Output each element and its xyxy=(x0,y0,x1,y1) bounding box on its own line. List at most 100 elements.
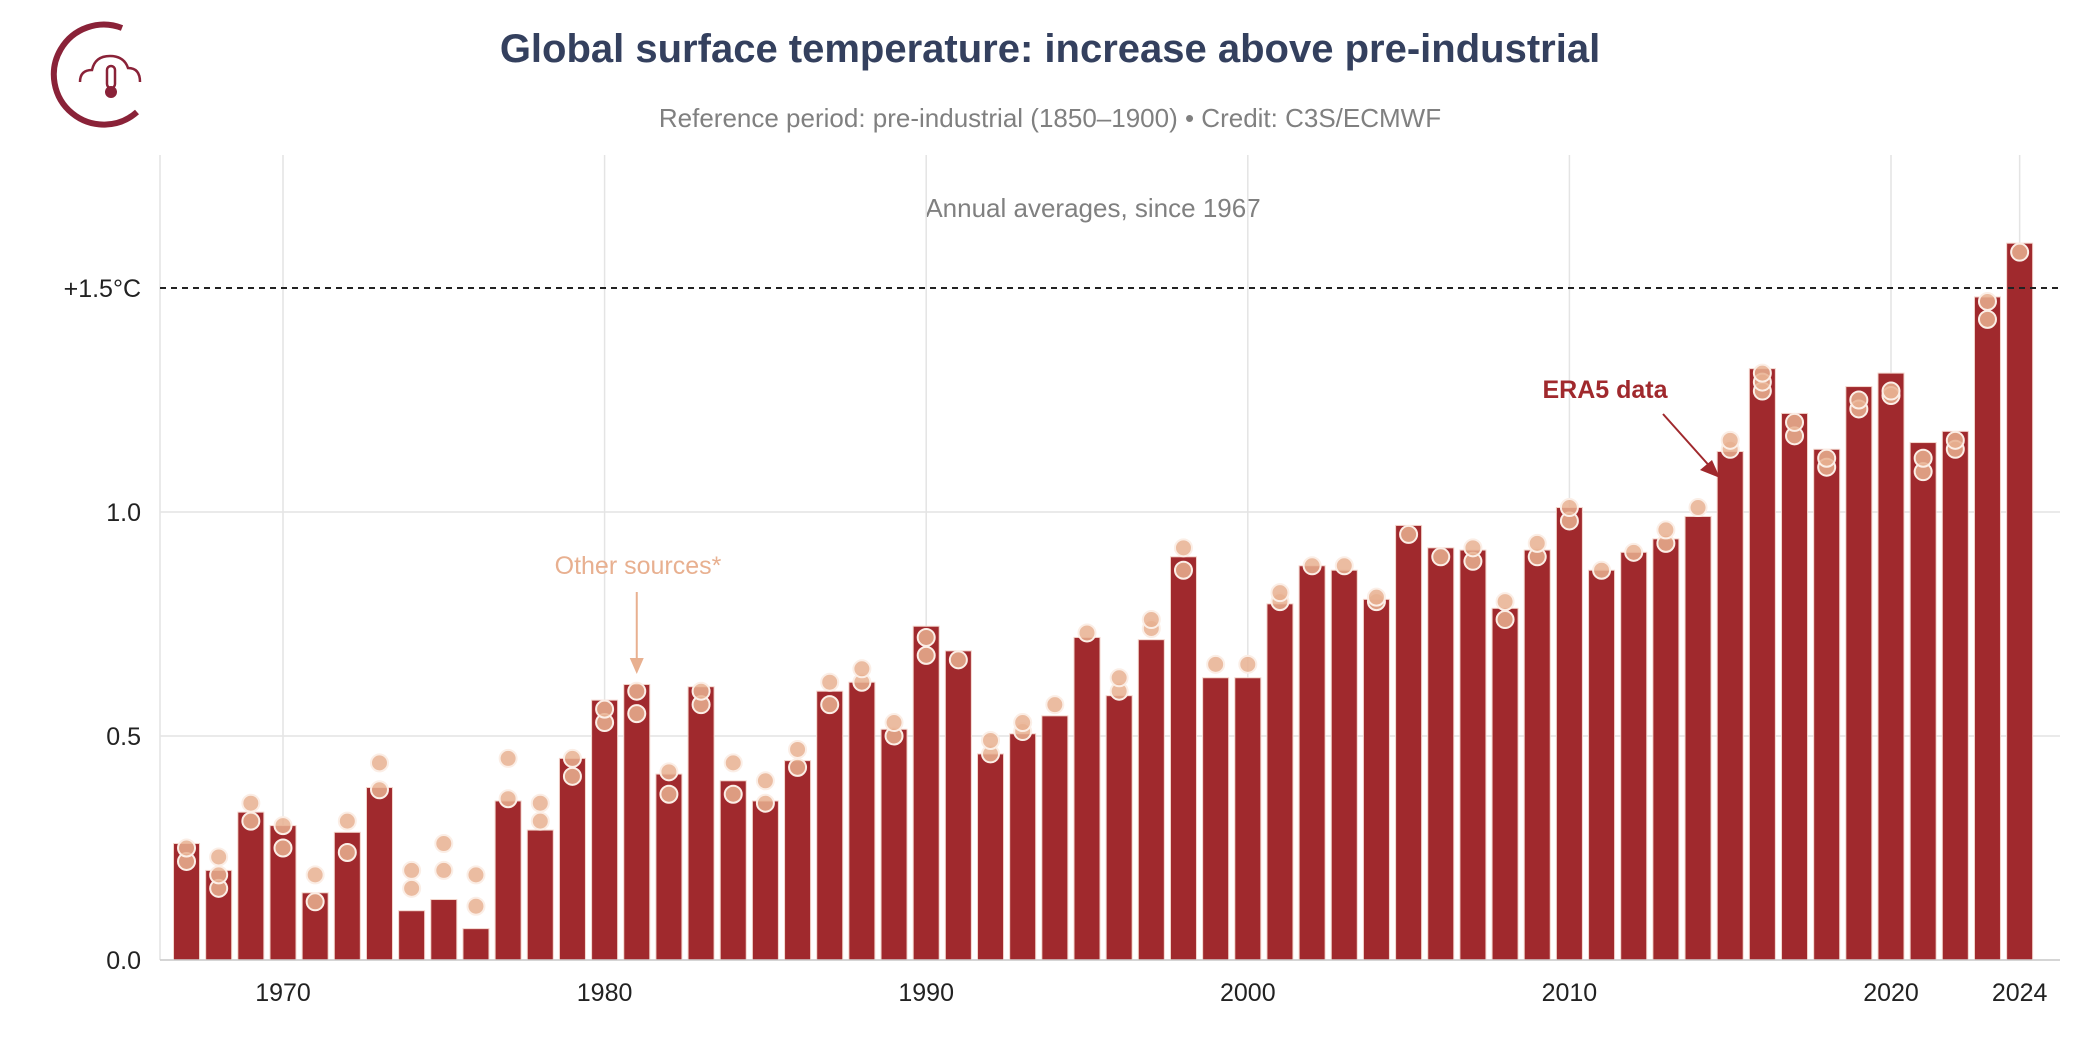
other-source-point xyxy=(1206,654,1226,674)
other-source-point xyxy=(1817,448,1837,468)
bar-2000 xyxy=(1234,677,1262,961)
y-tick-label: +1.5°C xyxy=(64,275,141,303)
thermometer-bulb-icon xyxy=(105,86,117,98)
other-source-point xyxy=(755,793,775,813)
bar-2020 xyxy=(1877,372,1905,961)
other-source-point xyxy=(1399,524,1419,544)
other-source-point xyxy=(273,838,293,858)
other-source-point xyxy=(1624,542,1644,562)
other-source-point xyxy=(498,789,518,809)
other-source-point xyxy=(562,766,582,786)
other-source-points xyxy=(177,242,2030,916)
other-source-point xyxy=(1559,498,1579,518)
other-source-point xyxy=(1945,430,1965,450)
bar-2011 xyxy=(1588,569,1616,961)
bar-2003 xyxy=(1330,569,1358,961)
bar-1969 xyxy=(237,811,265,961)
other-source-point xyxy=(627,681,647,701)
bar-1990 xyxy=(912,625,940,961)
other-source-point xyxy=(723,753,743,773)
other-source-point xyxy=(1334,556,1354,576)
bar-2019 xyxy=(1845,386,1873,961)
other-source-point xyxy=(723,784,743,804)
other-source-point xyxy=(177,838,197,858)
bar-2014 xyxy=(1684,515,1712,961)
other-source-point xyxy=(820,672,840,692)
x-tick-label: 1990 xyxy=(898,979,954,1007)
bar-1974 xyxy=(398,910,426,961)
annotations: ERA5 data Other sources* xyxy=(555,376,1720,674)
other-source-point xyxy=(1656,520,1676,540)
axes: 0.0 0.5 1.0 +1.5°C 1970 1980 1990 2000 2010 2020 2… xyxy=(64,275,2060,1007)
bar-1991 xyxy=(944,650,972,961)
bar-2015 xyxy=(1716,451,1744,961)
other-source-point xyxy=(595,699,615,719)
other-source-point xyxy=(916,627,936,647)
other-source-point xyxy=(1977,291,1997,311)
bar-2008 xyxy=(1491,607,1519,961)
other-source-point xyxy=(1977,309,1997,329)
other-source-point xyxy=(337,842,357,862)
other-source-point xyxy=(1463,538,1483,558)
x-tick-label: 2000 xyxy=(1220,979,1276,1007)
other-source-point xyxy=(1495,592,1515,612)
other-source-point xyxy=(466,865,486,885)
bar-2017 xyxy=(1781,412,1809,961)
bars xyxy=(173,242,2034,961)
bar-1987 xyxy=(816,690,844,961)
bar-2009 xyxy=(1523,549,1551,961)
y-tick-label: 0.0 xyxy=(106,947,141,975)
bar-1985 xyxy=(751,800,779,961)
bar-1988 xyxy=(848,681,876,961)
bar-2001 xyxy=(1266,603,1294,961)
era5-annotation: ERA5 data xyxy=(1542,376,1668,404)
bar-1994 xyxy=(1041,715,1069,961)
bar-2013 xyxy=(1652,538,1680,961)
bar-1975 xyxy=(430,899,458,961)
other-source-point xyxy=(1141,610,1161,630)
other-source-point xyxy=(209,865,229,885)
y-tick-label: 0.5 xyxy=(106,723,141,751)
other-source-point xyxy=(1077,623,1097,643)
bar-1973 xyxy=(365,787,393,961)
other-source-point xyxy=(659,784,679,804)
other-source-point xyxy=(627,704,647,724)
bar-1978 xyxy=(526,829,554,961)
other-source-point xyxy=(1495,610,1515,630)
x-tick-label: 1980 xyxy=(577,979,633,1007)
other-source-point xyxy=(1592,560,1612,580)
bar-1998 xyxy=(1169,556,1197,961)
logo xyxy=(50,21,142,128)
bar-1979 xyxy=(558,757,586,961)
other-source-point xyxy=(562,748,582,768)
bar-2002 xyxy=(1298,565,1326,961)
other-source-point xyxy=(2010,242,2030,262)
other-source-point xyxy=(916,645,936,665)
other-source-point xyxy=(466,896,486,916)
other-source-point xyxy=(1238,654,1258,674)
chart-subtitle: Reference period: pre-industrial (1850–1… xyxy=(659,103,1441,133)
other-source-point xyxy=(402,860,422,880)
other-source-point xyxy=(659,762,679,782)
bar-1980 xyxy=(591,699,619,961)
bar-2007 xyxy=(1459,549,1487,961)
other-source-point xyxy=(1688,498,1708,518)
other-source-point xyxy=(1881,381,1901,401)
other-source-point xyxy=(1785,412,1805,432)
other-source-point xyxy=(820,695,840,715)
other-source-point xyxy=(755,771,775,791)
other-source-point xyxy=(1849,390,1869,410)
bar-2024 xyxy=(2006,242,2034,961)
other-source-point xyxy=(273,816,293,836)
other-source-point xyxy=(241,793,261,813)
other-source-point xyxy=(1045,695,1065,715)
other-source-point xyxy=(530,793,550,813)
bar-2010 xyxy=(1555,507,1583,961)
logo-arc-icon xyxy=(50,21,139,128)
other-sources-annotation: Other sources* xyxy=(555,552,722,580)
other-sources-arrowhead xyxy=(629,658,644,674)
other-source-point xyxy=(1431,547,1451,567)
other-source-point xyxy=(498,748,518,768)
other-source-point xyxy=(530,811,550,831)
